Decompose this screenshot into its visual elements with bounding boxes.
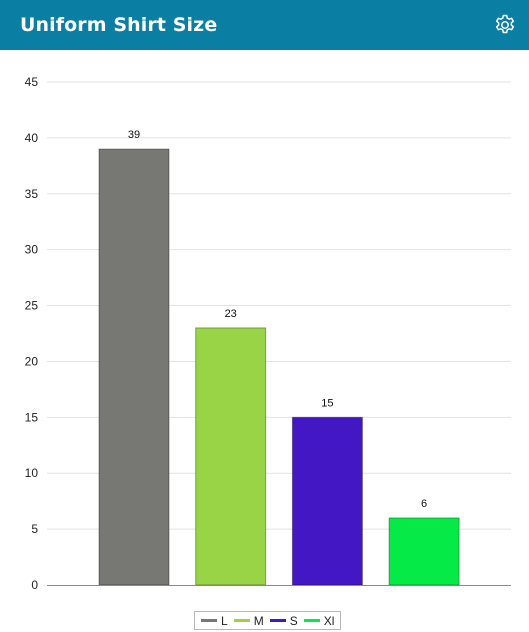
bar-xl[interactable] <box>388 517 460 586</box>
legend-item-s[interactable]: S <box>269 613 298 628</box>
y-tick-label: 0 <box>31 578 38 592</box>
legend-label: S <box>289 613 298 628</box>
y-tick-label: 20 <box>25 354 39 368</box>
bar-l[interactable] <box>98 148 170 586</box>
y-tick-label: 40 <box>25 131 39 145</box>
y-tick-label: 35 <box>25 187 39 201</box>
settings-button[interactable] <box>493 13 517 37</box>
legend-label: L <box>221 613 228 628</box>
y-tick-label: 5 <box>31 522 38 536</box>
data-label-s: 15 <box>321 397 333 409</box>
legend-label: M <box>253 613 264 628</box>
chart-legend: L M S Xl <box>194 611 342 630</box>
y-tick-label: 30 <box>25 243 39 257</box>
y-axis-ticks: 0 5 10 15 20 25 30 35 40 45 <box>25 75 39 592</box>
y-tick-label: 45 <box>25 75 39 89</box>
bar-s[interactable] <box>291 416 363 586</box>
panel-header: Uniform Shirt Size <box>0 0 529 50</box>
y-tick-label: 10 <box>25 466 39 480</box>
legend-item-m[interactable]: M <box>233 613 264 628</box>
bar-chart: 0 5 10 15 20 25 30 35 40 45 39 23 15 6 <box>25 75 511 592</box>
panel-title: Uniform Shirt Size <box>20 14 218 36</box>
data-label-m: 23 <box>225 308 237 320</box>
legend-swatch <box>201 619 217 622</box>
y-tick-label: 15 <box>25 410 39 424</box>
data-label-l: 39 <box>128 129 140 141</box>
y-tick-label: 25 <box>25 299 39 313</box>
gear-icon <box>495 14 515 34</box>
legend-item-l[interactable]: L <box>201 614 228 628</box>
bars <box>98 148 460 586</box>
legend-swatch <box>269 619 286 622</box>
data-labels: 39 23 15 6 <box>128 129 427 510</box>
legend-item-xl[interactable]: Xl <box>303 613 335 628</box>
data-label-xl: 6 <box>421 498 427 510</box>
bar-m[interactable] <box>195 327 267 586</box>
legend-swatch <box>233 619 250 622</box>
legend-label: Xl <box>323 613 335 628</box>
legend-swatch <box>303 619 320 622</box>
